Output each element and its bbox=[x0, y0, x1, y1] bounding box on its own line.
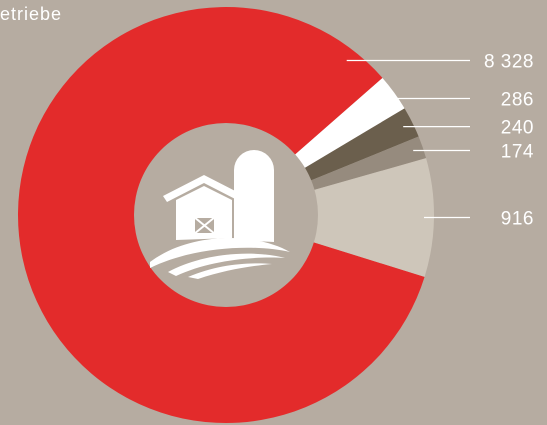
value-label-2: 286 bbox=[501, 90, 534, 111]
value-label-4: 174 bbox=[501, 142, 534, 163]
donut-slice-5 bbox=[226, 158, 434, 277]
value-label-1: 8 328 bbox=[484, 52, 534, 73]
chart-title: etriebe bbox=[0, 4, 63, 24]
farm-barn-silo-icon bbox=[150, 150, 290, 279]
value-label-5: 916 bbox=[501, 209, 534, 230]
value-label-3: 240 bbox=[501, 118, 534, 139]
